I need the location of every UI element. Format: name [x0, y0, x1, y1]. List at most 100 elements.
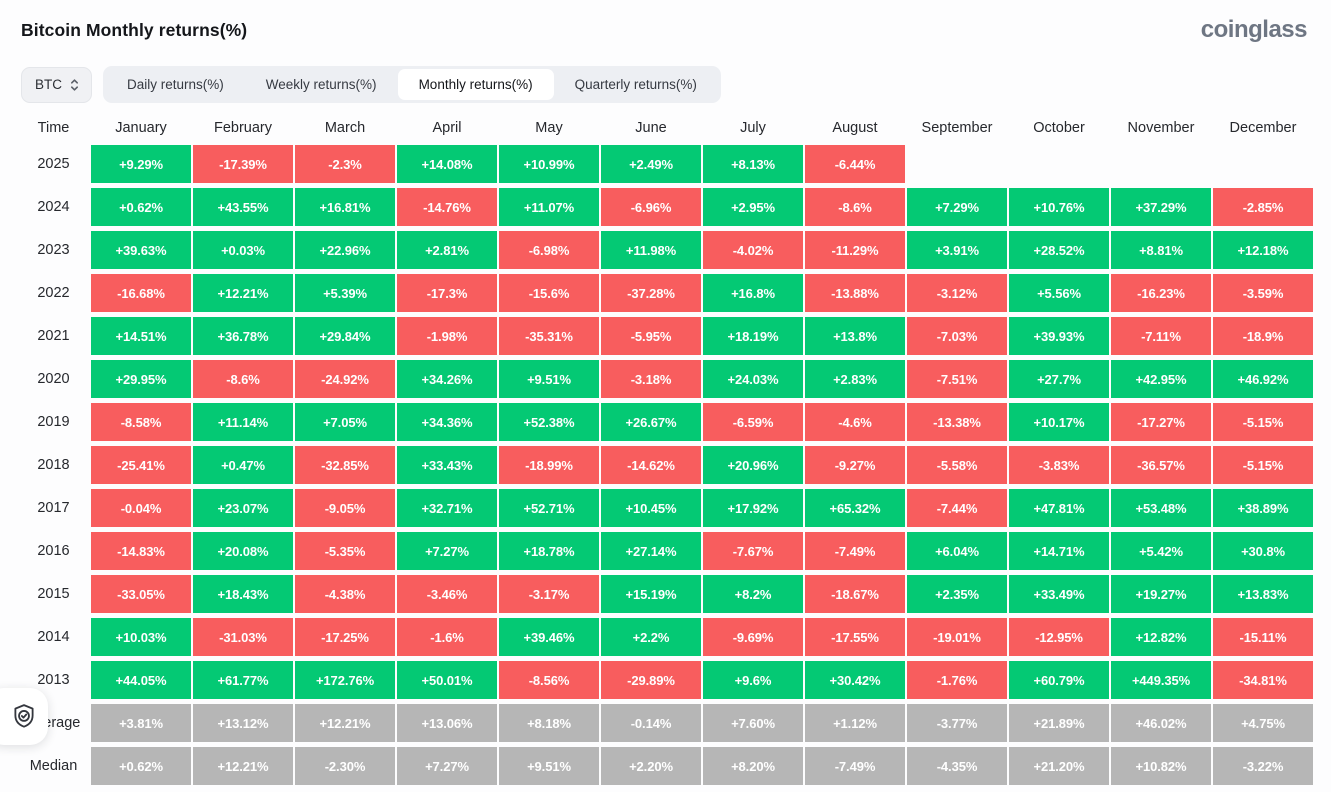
return-cell-2015-september: +2.35% [907, 575, 1007, 613]
row-label-2014: 2014 [37, 629, 70, 645]
return-cell-2023-january: +39.63% [91, 231, 191, 269]
coinglass-logo[interactable]: coinglass [1200, 16, 1308, 43]
return-cell-median-february: +12.21% [193, 747, 293, 785]
return-cell-average-march: +12.21% [295, 704, 395, 742]
return-cell-2021-march: +29.84% [295, 317, 395, 355]
return-cell-median-september: -4.35% [907, 747, 1007, 785]
return-cell-2018-november: -36.57% [1111, 446, 1211, 484]
return-cell-2022-august: -13.88% [805, 274, 905, 312]
return-cell-2013-november: +449.35% [1111, 661, 1211, 699]
tab-daily-returns[interactable]: Daily returns(%) [127, 77, 224, 92]
return-cell-2022-february: +12.21% [193, 274, 293, 312]
column-header-time: Time [37, 120, 70, 136]
return-cell-2020-july: +24.03% [703, 360, 803, 398]
return-cell-2013-may: -8.56% [499, 661, 599, 699]
return-cell-2019-january: -8.58% [91, 403, 191, 441]
return-cell-2015-january: -33.05% [91, 575, 191, 613]
row-label-2018: 2018 [37, 457, 70, 473]
return-cell-2021-december: -18.9% [1213, 317, 1313, 355]
return-cell-2020-march: -24.92% [295, 360, 395, 398]
return-cell-2017-august: +65.32% [805, 489, 905, 527]
return-cell-2018-january: -25.41% [91, 446, 191, 484]
return-cell-2023-march: +22.96% [295, 231, 395, 269]
return-cell-average-november: +46.02% [1111, 704, 1211, 742]
return-cell-2021-january: +14.51% [91, 317, 191, 355]
return-cell-average-february: +13.12% [193, 704, 293, 742]
return-cell-2023-september: +3.91% [907, 231, 1007, 269]
return-cell-2018-june: -14.62% [601, 446, 701, 484]
return-cell-2015-february: +18.43% [193, 575, 293, 613]
return-cell-2015-march: -4.38% [295, 575, 395, 613]
return-cell-average-august: +1.12% [805, 704, 905, 742]
shield-badge-button[interactable] [0, 688, 48, 745]
return-cell-2025-march: -2.3% [295, 145, 395, 183]
return-cell-2022-october: +5.56% [1009, 274, 1109, 312]
return-cell-2023-december: +12.18% [1213, 231, 1313, 269]
return-cell-2021-june: -5.95% [601, 317, 701, 355]
return-cell-average-july: +7.60% [703, 704, 803, 742]
return-cell-2014-september: -19.01% [907, 618, 1007, 656]
return-cell-2014-june: +2.2% [601, 618, 701, 656]
column-header-september: September [921, 120, 993, 136]
return-cell-2017-may: +52.71% [499, 489, 599, 527]
return-cell-2015-july: +8.2% [703, 575, 803, 613]
return-cell-2020-august: +2.83% [805, 360, 905, 398]
return-cell-2021-may: -35.31% [499, 317, 599, 355]
return-cell-2023-february: +0.03% [193, 231, 293, 269]
return-cell-2013-september: -1.76% [907, 661, 1007, 699]
return-cell-2018-september: -5.58% [907, 446, 1007, 484]
return-cell-2018-april: +33.43% [397, 446, 497, 484]
return-cell-2017-march: -9.05% [295, 489, 395, 527]
tab-quarterly-returns[interactable]: Quarterly returns(%) [574, 77, 697, 92]
column-header-april: April [432, 120, 462, 136]
return-cell-2016-february: +20.08% [193, 532, 293, 570]
return-cell-average-december: +4.75% [1213, 704, 1313, 742]
return-cell-2021-july: +18.19% [703, 317, 803, 355]
return-cell-2016-june: +27.14% [601, 532, 701, 570]
return-cell-2022-november: -16.23% [1111, 274, 1211, 312]
return-cell-2019-april: +34.36% [397, 403, 497, 441]
return-cell-2016-october: +14.71% [1009, 532, 1109, 570]
return-cell-median-june: +2.20% [601, 747, 701, 785]
cell-empty [1009, 145, 1109, 183]
row-label-2015: 2015 [37, 586, 70, 602]
return-cell-2014-august: -17.55% [805, 618, 905, 656]
return-cell-average-april: +13.06% [397, 704, 497, 742]
row-label-2017: 2017 [37, 500, 70, 516]
return-cell-2014-december: -15.11% [1213, 618, 1313, 656]
return-cell-2020-may: +9.51% [499, 360, 599, 398]
return-cell-2014-april: -1.6% [397, 618, 497, 656]
return-cell-2024-december: -2.85% [1213, 188, 1313, 226]
page-header: Bitcoin Monthly returns(%) coinglass [0, 0, 1331, 44]
column-header-february: February [213, 120, 273, 136]
return-cell-2016-july: -7.67% [703, 532, 803, 570]
return-cell-2013-july: +9.6% [703, 661, 803, 699]
return-cell-2022-march: +5.39% [295, 274, 395, 312]
return-cell-2020-january: +29.95% [91, 360, 191, 398]
return-cell-2024-july: +2.95% [703, 188, 803, 226]
column-header-october: October [1033, 120, 1085, 136]
return-cell-2019-november: -17.27% [1111, 403, 1211, 441]
return-cell-2022-september: -3.12% [907, 274, 1007, 312]
return-cell-2013-october: +60.79% [1009, 661, 1109, 699]
tab-weekly-returns[interactable]: Weekly returns(%) [265, 77, 377, 92]
return-cell-2020-february: -8.6% [193, 360, 293, 398]
return-cell-2019-june: +26.67% [601, 403, 701, 441]
symbol-select[interactable]: BTC [21, 66, 92, 103]
return-cell-median-january: +0.62% [91, 747, 191, 785]
column-header-july: July [740, 120, 766, 136]
return-cell-2013-june: -29.89% [601, 661, 701, 699]
return-cell-2017-june: +10.45% [601, 489, 701, 527]
row-label-2013: 2013 [37, 672, 70, 688]
row-label-2024: 2024 [37, 199, 70, 215]
return-cell-2016-august: -7.49% [805, 532, 905, 570]
return-cell-2018-july: +20.96% [703, 446, 803, 484]
return-cell-2013-january: +44.05% [91, 661, 191, 699]
return-cell-2024-march: +16.81% [295, 188, 395, 226]
return-cell-average-january: +3.81% [91, 704, 191, 742]
return-cell-2020-september: -7.51% [907, 360, 1007, 398]
return-cell-2023-april: +2.81% [397, 231, 497, 269]
tab-monthly-returns[interactable]: Monthly returns(%) [397, 69, 554, 100]
return-cell-2019-february: +11.14% [193, 403, 293, 441]
return-cell-2025-july: +8.13% [703, 145, 803, 183]
